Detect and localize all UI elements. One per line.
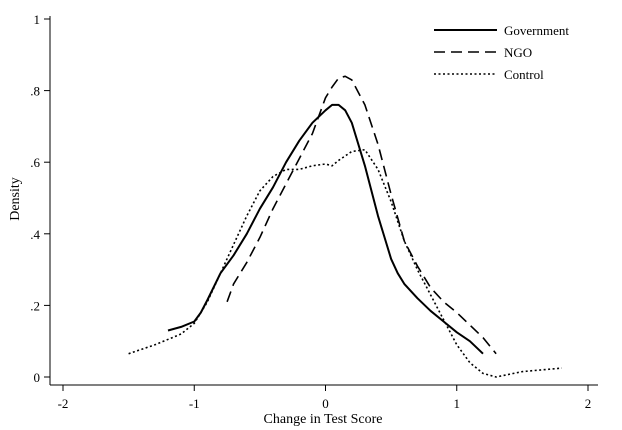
y-tick-label: .8 [30,84,40,99]
x-tick-label: -1 [189,396,200,411]
legend: Government NGO Control [434,23,569,82]
legend-label-ngo: NGO [504,45,532,60]
x-tick-label: 1 [454,396,461,411]
legend-label-government: Government [504,23,569,38]
x-tick-label: 0 [322,396,329,411]
y-tick-label: .6 [30,155,40,170]
series-line-control [128,148,562,378]
legend-label-control: Control [504,67,544,82]
series-line-government [167,103,484,355]
series-lines [128,75,562,378]
y-tick-label: .2 [30,298,40,313]
x-axis-title: Change in Test Score [264,412,383,427]
y-tick-label: 0 [34,370,41,385]
x-tick-label: -2 [58,396,69,411]
x-tick-label: 2 [585,396,592,411]
y-tick-label: .4 [30,227,40,242]
y-axis-title: Density [8,177,23,221]
series-line-ngo [226,75,497,355]
y-ticks: 0 .2 .4 .6 .8 1 [30,12,50,385]
x-ticks: -2 -1 0 1 2 [58,385,592,411]
y-tick-label: 1 [34,12,41,27]
